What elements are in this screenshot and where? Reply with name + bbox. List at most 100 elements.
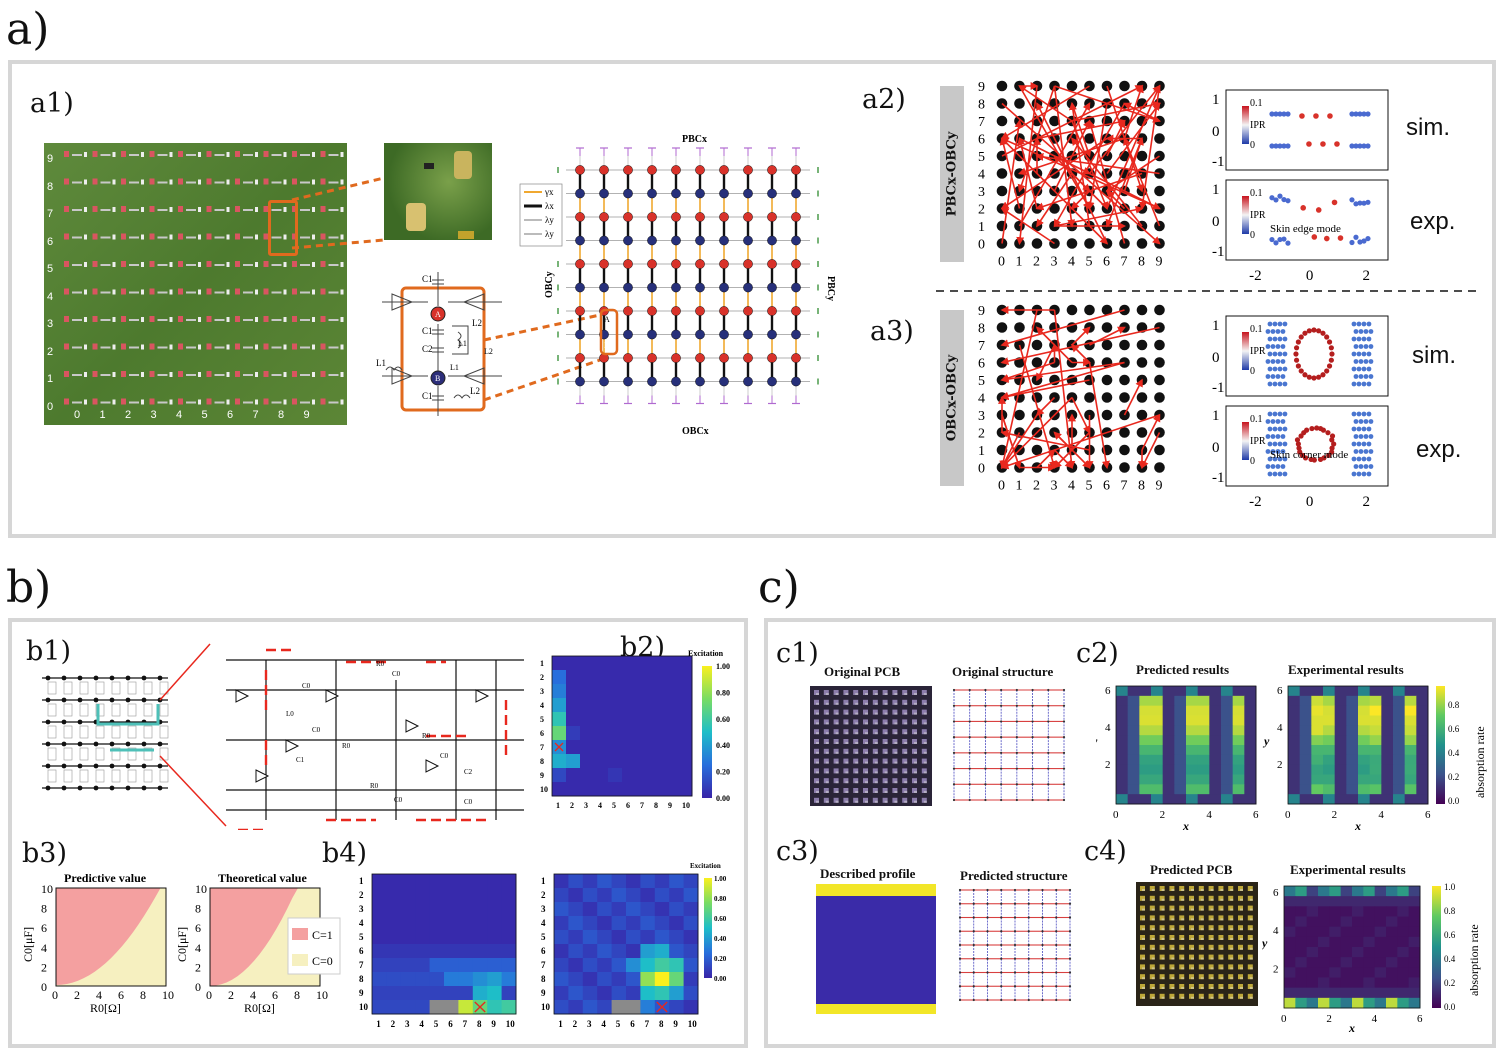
legend-lambda-x: λx [545, 201, 554, 211]
a1-photo-y-ticks: 9 8 7 6 5 4 3 2 1 0 [47, 143, 59, 425]
ipr-max: 0.1 [1250, 188, 1263, 199]
b3-xlabel: R0[Ω] [90, 1001, 121, 1015]
c2-colorbar-label: absorption rate [1473, 726, 1487, 798]
photo-y-tick: 0 [47, 400, 54, 413]
c3-title-described: Described profile [820, 866, 916, 881]
b2-colorbar-title: Excitation [688, 649, 724, 658]
b3-ylabel: C0[μF] [175, 927, 189, 962]
l1-label: L1 [376, 358, 386, 368]
photo-x-tick: 5 [201, 409, 208, 421]
b3-plot-title: Theoretical value [218, 871, 307, 885]
spec-annotation: Skin edge mode [1270, 223, 1341, 235]
b3-ylabel: C0[μF] [21, 927, 35, 962]
b2-y-tick: 7 [540, 743, 544, 752]
b1-component-label: C1 [296, 756, 305, 764]
b2-x-tick: 8 [654, 801, 658, 810]
b1-circuit-schematic: C0 R0 C0 R0 R0 L0 C0 C1 R0 C0 C0 C2 C0 [226, 648, 524, 830]
b4-x-tick: 5 [434, 1019, 439, 1029]
grid-x-tick: 3 [1051, 255, 1058, 270]
b4-y-tick: 4 [359, 918, 364, 928]
obcy-label: OBCy [544, 271, 555, 298]
photo-x-tick: 0 [74, 409, 81, 421]
b3-x-tick: 6 [118, 988, 124, 1002]
c2-y-tick: 4 [1277, 722, 1283, 734]
panel-label-a3: a3) [870, 316, 914, 347]
c2-y-tick: 2 [1105, 759, 1111, 771]
b1-component-label: R0 [370, 782, 379, 790]
c4-y-tick: 4 [1273, 925, 1279, 937]
b3-y-tick: 4 [41, 941, 47, 955]
b2-y-tick: 9 [540, 771, 544, 780]
c2-x-tick: 6 [1425, 809, 1431, 821]
photo-x-tick: 7 [252, 409, 259, 421]
panel-label-a2: a2) [862, 84, 906, 115]
c4-x-tick: 6 [1417, 1013, 1423, 1025]
b4-y-tick: 2 [359, 890, 364, 900]
c3-predicted-structure [958, 888, 1072, 1002]
b4-x-tick: 1 [376, 1019, 381, 1029]
b2-x-tick: 2 [570, 801, 574, 810]
c2-x-tick: 4 [1378, 809, 1384, 821]
spec-y-tick: -1 [1212, 470, 1225, 486]
b1-component-label: C2 [464, 768, 473, 776]
b4-x-tick: 3 [405, 1019, 410, 1029]
c2-ylabel: y [1262, 734, 1270, 748]
c4-colorbar-label: absorption rate [1467, 924, 1481, 996]
ipr-min: 0 [1250, 456, 1255, 467]
a3-spectra: 0.1 IPR 0 1 0 -1 0.1 IPR 0 1 0 -1 Skin corner mode -2… [1212, 315, 1389, 510]
panel-a-box [8, 60, 1496, 538]
grid-y-tick: 8 [978, 322, 985, 337]
b2-y-tick: 6 [540, 729, 544, 738]
b4-x-tick: 4 [419, 1019, 424, 1029]
grid-x-tick: 0 [998, 479, 1005, 494]
b3-y-tick: 0 [41, 980, 47, 994]
b4-y-tick: 5 [541, 932, 546, 942]
b2-x-tick: 10 [682, 801, 690, 810]
c4-title-predicted-pcb: Predicted PCB [1150, 862, 1233, 877]
spec-y-tick: 1 [1212, 92, 1220, 108]
panel-label-b4: b4) [322, 838, 367, 869]
grid-y-tick: 0 [978, 238, 985, 253]
grid-x-tick: 6 [1103, 255, 1110, 270]
a1-pcb-photo: 0 1 2 3 4 5 6 7 8 9 9 8 7 6 5 4 3 2 1 0 [44, 143, 347, 425]
grid-x-tick: 7 [1121, 479, 1128, 494]
grid-y-tick: 7 [978, 339, 985, 354]
ipr-label: IPR [1250, 346, 1266, 357]
c4-xlabel: x [1348, 1021, 1355, 1035]
photo-y-tick: 2 [47, 345, 54, 358]
b2-x-tick: 4 [598, 801, 602, 810]
b4-colorbar-tick: 0.20 [714, 955, 727, 963]
spec-y-tick: 1 [1212, 182, 1220, 198]
grid-x-tick: 2 [1033, 255, 1040, 270]
panel-label-c: c) [758, 562, 800, 613]
c4-pcb-image [1136, 882, 1258, 1006]
a3-sidebar-text: OBCx-OBCy [944, 354, 960, 442]
c4-colorbar-tick: 0.2 [1444, 978, 1455, 988]
grid-x-tick: 0 [998, 255, 1005, 270]
photo-x-tick: 6 [227, 409, 234, 421]
c2-colorbar-tick: 0.4 [1448, 748, 1460, 758]
c3-title-predicted-structure: Predicted structure [960, 868, 1068, 883]
grid-y-tick: 5 [978, 150, 985, 165]
b1-lattice-small [42, 675, 169, 791]
b2-colorbar-tick: 0.80 [716, 688, 730, 697]
b2-y-tick: 8 [540, 757, 544, 766]
photo-y-tick: 9 [47, 153, 54, 165]
b2-x-tick: 5 [612, 801, 616, 810]
grid-y-tick: 8 [978, 98, 985, 113]
b1-component-label: C0 [440, 752, 449, 760]
grid-x-tick: 5 [1086, 479, 1093, 494]
grid-x-tick: 4 [1068, 479, 1075, 494]
a1-photo-components [64, 151, 344, 405]
grid-y-tick: 1 [978, 444, 985, 459]
spec-y-tick: 1 [1212, 318, 1220, 334]
b4-y-tick: 2 [541, 890, 546, 900]
b4-x-tick: 2 [573, 1019, 578, 1029]
c2-y-tick: 2 [1277, 759, 1283, 771]
lattice-a-label: A [604, 315, 610, 324]
a3-sim-label: sim. [1412, 342, 1456, 369]
c2-colorbar-tick: 0.6 [1448, 724, 1460, 734]
